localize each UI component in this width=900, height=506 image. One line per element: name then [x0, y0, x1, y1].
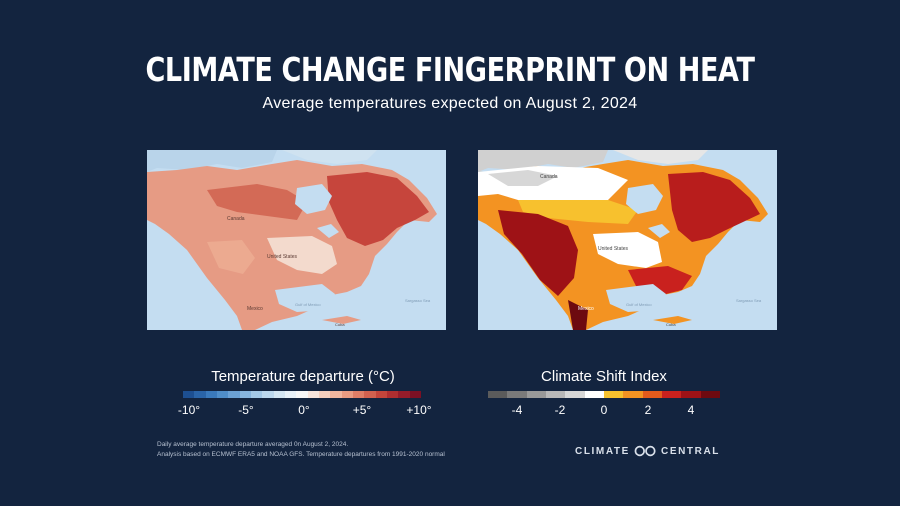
temperature-swatch [228, 391, 240, 398]
csi-swatch [681, 391, 701, 398]
temperature-swatch [352, 391, 365, 398]
footnote-line: Daily average temperature departure aver… [157, 441, 349, 448]
infinity-logo-icon [634, 445, 656, 457]
temperature-tick: 0° [298, 403, 310, 417]
place-label: United States [598, 246, 629, 252]
temperature-color-scale [183, 391, 421, 398]
temperature-swatch [341, 391, 353, 398]
temperature-swatch [262, 391, 274, 398]
temperature-swatch [398, 391, 410, 398]
place-label: Cuba [666, 322, 676, 327]
csi-swatch [603, 391, 624, 398]
place-label: Cuba [335, 322, 345, 327]
sea-label: Sargasso Sea [405, 298, 431, 303]
temperature-tick: +5° [352, 403, 372, 417]
csi-swatch [526, 391, 546, 398]
csi-swatch [623, 391, 643, 398]
temperature-tick: +10° [406, 403, 432, 417]
csi-swatch [584, 391, 604, 398]
csi-tick: 0 [600, 403, 608, 417]
brand-text-right: CENTRAL [661, 445, 720, 457]
temperature-swatch [284, 391, 297, 398]
temperature-swatch [250, 391, 263, 398]
csi-tick: -4 [511, 403, 523, 417]
temperature-swatch [386, 391, 399, 398]
temperature-swatch [216, 391, 229, 398]
csi-swatch [565, 391, 585, 398]
csi-color-scale [488, 391, 720, 398]
temperature-tick: -10° [177, 403, 201, 417]
temperature-legend-title: Temperature departure (°C) [211, 368, 395, 385]
csi-swatch [488, 391, 508, 398]
temperature-swatch [364, 391, 376, 398]
place-label: Mexico [247, 306, 263, 312]
climate-shift-index-map: Sargasso Sea Gulf of Mexico Canada Unite… [478, 150, 777, 330]
csi-tick: 4 [687, 403, 695, 417]
temperature-swatch [239, 391, 251, 398]
csi-tick: -2 [554, 403, 566, 417]
temperature-departure-map: Sargasso Sea Gulf of Mexico Canada Unite… [147, 150, 446, 330]
climate-central-logo: CLIMATE CENTRAL [575, 444, 720, 458]
temperature-swatch [273, 391, 285, 398]
place-label: United States [267, 254, 298, 260]
temperature-swatch [330, 391, 342, 398]
temperature-swatch [375, 391, 387, 398]
csi-swatch [661, 391, 682, 398]
brand-text-left: CLIMATE [575, 445, 630, 457]
sea-label: Gulf of Mexico [626, 302, 652, 307]
page-title: CLIMATE CHANGE FINGERPRINT ON HEAT [145, 50, 755, 89]
sea-label: Gulf of Mexico [295, 302, 321, 307]
footnote-line: Analysis based on ECMWF ERA5 and NOAA GF… [157, 451, 445, 458]
temperature-swatch [318, 391, 331, 398]
csi-swatch [642, 391, 662, 398]
place-label: Canada [227, 216, 245, 222]
place-label: Canada [540, 174, 558, 180]
csi-tick: 2 [644, 403, 652, 417]
temperature-swatch [409, 391, 421, 398]
sea-label: Sargasso Sea [736, 298, 762, 303]
temperature-swatch [307, 391, 319, 398]
temperature-swatch [183, 391, 195, 398]
temperature-swatch [205, 391, 217, 398]
temperature-swatch [194, 391, 206, 398]
csi-legend-title: Climate Shift Index [541, 368, 667, 385]
csi-swatch [507, 391, 527, 398]
place-label: Mexico [578, 306, 594, 312]
csi-swatch [545, 391, 566, 398]
page-subtitle: Average temperatures expected on August … [262, 95, 638, 112]
csi-swatch [700, 391, 720, 398]
temperature-swatch [296, 391, 308, 398]
temperature-tick: -5° [238, 403, 254, 417]
